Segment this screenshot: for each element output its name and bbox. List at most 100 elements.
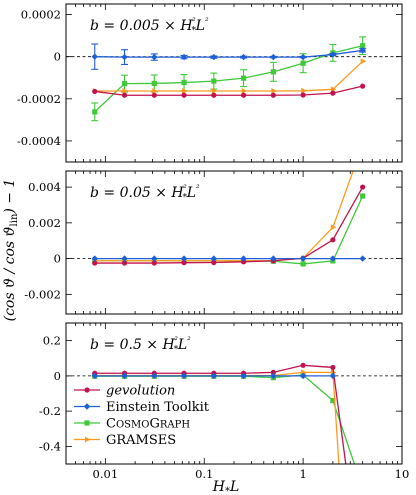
legend-marker-cosmograph	[84, 420, 90, 426]
legend-marker-gramses	[85, 436, 91, 443]
y-axis-label: (cos ϑ / cos ϑlin) − 1	[2, 179, 20, 322]
data-point-einstein	[359, 47, 366, 54]
data-point-einstein	[270, 255, 277, 262]
data-point-gevolution	[151, 92, 157, 98]
data-point-gevolution	[121, 92, 128, 98]
data-point-gevolution	[240, 259, 247, 265]
data-point-einstein	[210, 255, 218, 262]
data-point-gramses	[241, 88, 248, 95]
data-point-einstein	[270, 53, 277, 61]
data-point-gevolution	[270, 92, 276, 98]
data-point-gramses	[360, 58, 367, 65]
legend-marker-gevolution	[84, 387, 90, 393]
data-point-gramses	[330, 224, 337, 231]
panel-annotation: b = 0.5 × H*²L²	[90, 336, 191, 355]
data-point-einstein	[151, 372, 158, 380]
data-point-cosmograph	[330, 397, 336, 404]
y-tick-label: -0.0004	[17, 134, 61, 148]
data-point-gramses	[182, 88, 188, 95]
data-point-einstein	[121, 372, 128, 380]
data-point-einstein	[299, 53, 307, 61]
data-point-cosmograph	[211, 78, 217, 84]
svg-text:(cos ϑ / cos ϑlin) − 1: (cos ϑ / cos ϑlin) − 1	[2, 179, 20, 322]
data-point-einstein	[329, 255, 337, 262]
data-point-cosmograph	[270, 69, 276, 75]
data-point-gevolution	[181, 92, 187, 98]
legend-label-einstein: Einstein Toolkit	[106, 400, 210, 415]
data-point-cosmograph	[240, 75, 247, 81]
series-line-cosmograph	[94, 45, 363, 113]
y-tick-label: 0	[54, 369, 61, 383]
data-point-cosmograph	[92, 109, 98, 115]
legend-label-gevolution: gevolution	[106, 384, 175, 399]
data-point-einstein	[329, 51, 337, 58]
data-point-gevolution	[360, 184, 366, 190]
data-point-gramses	[271, 88, 277, 95]
data-point-gevolution	[121, 260, 128, 266]
data-point-gramses	[152, 88, 158, 95]
data-point-gevolution	[181, 260, 187, 266]
series-group	[91, 36, 367, 122]
series-group	[91, 362, 356, 464]
data-point-einstein	[359, 255, 366, 262]
data-point-einstein	[180, 372, 188, 380]
data-point-einstein	[121, 53, 128, 61]
data-point-gevolution	[240, 92, 247, 98]
data-point-gevolution	[300, 362, 306, 368]
panel-frame	[65, 322, 403, 465]
series-line-einstein	[94, 49, 363, 58]
series-line-cosmograph	[94, 195, 364, 265]
data-point-einstein	[240, 53, 247, 61]
panel-frame	[65, 170, 403, 315]
data-point-gevolution	[270, 369, 276, 375]
data-point-cosmograph	[181, 79, 187, 86]
y-tick-label: 0.0002	[21, 8, 61, 22]
y-tick-label: 0.002	[28, 216, 61, 230]
panel-1: 0.0002 0 -0.0002 -0.0004 b = 0.005 × H*²L²	[17, 3, 403, 163]
data-point-einstein	[240, 372, 247, 380]
series-line-gramses	[94, 171, 354, 262]
data-point-gevolution	[211, 92, 217, 98]
data-point-einstein	[180, 53, 188, 61]
y-tick-label: 0.004	[28, 180, 61, 194]
data-point-einstein	[91, 53, 98, 60]
data-point-cosmograph	[300, 261, 306, 267]
legend-label-gramses: GRAMSES	[106, 433, 176, 448]
data-point-gevolution	[330, 364, 336, 371]
data-point-einstein	[299, 372, 307, 380]
panel-2: 0.004 0.002 0 -0.002 b = 0.05 × H*²L²	[24, 170, 403, 315]
data-point-gevolution	[211, 259, 217, 266]
data-point-einstein	[210, 53, 218, 61]
data-point-cosmograph	[300, 60, 306, 66]
data-point-gevolution	[360, 83, 366, 89]
data-point-gramses	[301, 87, 307, 94]
panel-frame	[65, 3, 403, 163]
data-point-einstein	[329, 372, 337, 380]
y-tick-label: 0.2	[43, 334, 61, 348]
x-tick-label: 10	[395, 467, 410, 481]
y-tick-label: 0	[54, 50, 61, 64]
data-point-gevolution	[92, 260, 98, 266]
panel-annotation: b = 0.05 × H*²L²	[90, 184, 200, 203]
data-point-cosmograph	[121, 81, 128, 87]
data-point-gramses	[122, 88, 129, 95]
data-point-einstein	[121, 255, 128, 262]
data-point-einstein	[91, 255, 98, 262]
y-tick-label: 0	[54, 252, 61, 266]
data-point-gevolution	[300, 92, 306, 98]
data-point-cosmograph	[360, 43, 366, 49]
x-tick-label: 0.01	[93, 467, 119, 481]
data-point-gevolution	[330, 90, 336, 96]
x-tick-label: 1	[299, 467, 306, 481]
data-point-einstein	[151, 255, 158, 262]
panel-annotation: b = 0.005 × H*²L²	[90, 17, 209, 36]
data-point-einstein	[180, 255, 188, 262]
data-point-cosmograph	[360, 193, 366, 199]
data-point-einstein	[91, 372, 98, 380]
data-point-einstein	[240, 255, 247, 262]
series-line-gevolution	[94, 85, 363, 96]
legend-label-cosmograph: COSMOGRAPH	[106, 417, 190, 432]
data-point-gramses	[211, 88, 218, 95]
x-axis-label: H*L	[212, 479, 240, 495]
